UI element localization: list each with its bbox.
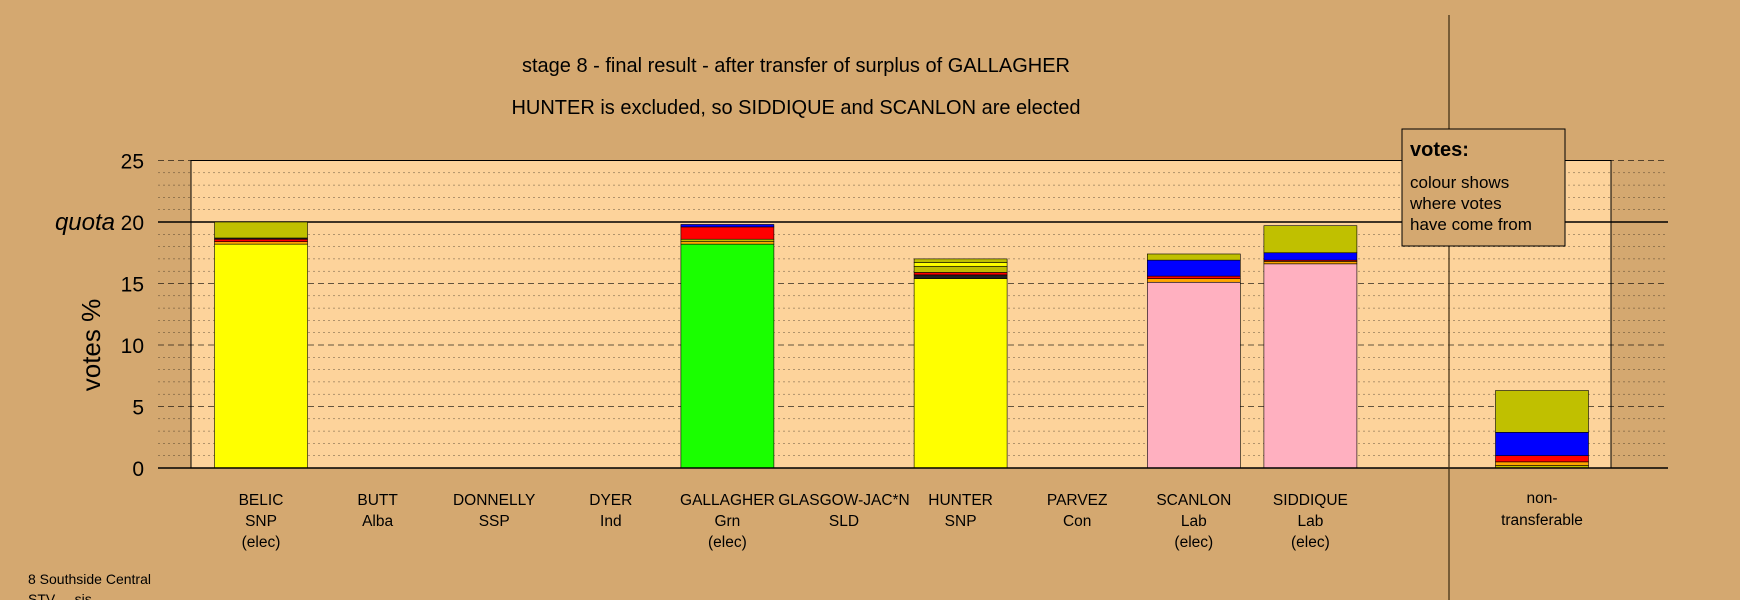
bar-segment [1147,259,1241,277]
candidate-name-label: HUNTER [928,492,993,509]
bar-segment [214,221,308,239]
candidate-name-label: GLASGOW-JAC*N [778,492,910,509]
legend-line-2: where votes [1409,194,1502,213]
legend-heading: votes: [1410,139,1469,161]
nontransferable-segment [1495,455,1589,463]
candidate-party-label: SNP [245,513,277,530]
nontransferable-label: transferable [1501,512,1583,529]
candidate-party-label: Ind [600,513,622,530]
bars-group [214,221,1589,469]
bar-segment [680,226,775,240]
legend-line-1: colour shows [1410,173,1509,192]
footer-line-2: STV ... sis [28,591,92,600]
quota-label: quota [55,209,115,236]
bar-segment [214,238,308,242]
candidate-name-label: GALLAGHER [680,492,775,509]
y-tick-label: 5 [132,397,144,420]
bar-segment [680,224,775,228]
y-tick-label: 20 [121,212,144,235]
candidate-name-label: BELIC [239,492,284,509]
bar-segment [214,241,308,245]
candidate-elected-label: (elec) [1174,534,1213,551]
legend-box: votes: colour shows where votes have com… [1401,128,1566,247]
bar-segment [913,265,1008,273]
bar-segment [1147,281,1241,469]
bar-segment [913,258,1008,263]
bar-segment [1147,278,1241,283]
bar-segment [680,238,775,242]
candidate-elected-label: (elec) [242,534,281,551]
chart-title: stage 8 - final result - after transfer … [522,55,1070,77]
bar-segment [1147,275,1241,279]
chart-subtitle: HUNTER is excluded, so SIDDIQUE and SCAN… [511,97,1080,119]
candidate-party-label: Lab [1181,513,1207,530]
bar-segment [913,278,1008,469]
nontransferable-segment [1495,461,1589,466]
category-labels: BELIC SNP (elec) BUTT Alba DONNELLY SSP DYER Ind… [239,490,1583,551]
y-tick-label: 10 [121,335,144,358]
plot-frame [190,160,1612,469]
y-tick-label: 15 [121,274,144,297]
bar-segment [680,241,775,245]
candidate-elected-label: (elec) [1291,534,1330,551]
candidate-elected-label: (elec) [708,534,747,551]
candidate-party-label: SSP [479,513,510,530]
y-tick-label: 25 [121,151,144,174]
bar-segment [913,274,1008,279]
bar-segment [913,262,1008,267]
candidate-party-label: Alba [362,513,393,530]
y-axis-label: votes % [76,299,106,392]
bar-segment [1147,253,1241,261]
axes-group: 0 5 10 15 20 25 [121,15,1668,600]
bar-segment [1263,263,1358,469]
bar-segment [913,272,1008,276]
footer-line-1: 8 Southside Central [28,571,151,587]
candidate-name-label: PARVEZ [1047,492,1108,509]
plot-area [190,160,1612,469]
candidate-party-label: Con [1063,513,1091,530]
bar-segment [680,243,775,469]
candidate-name-label: BUTT [357,492,398,509]
bar-segment [214,243,308,469]
bar-segment [1263,252,1358,261]
candidate-name-label: SIDDIQUE [1273,492,1348,509]
legend-line-3: have come from [1410,215,1532,234]
candidate-name-label: DONNELLY [453,492,535,509]
candidate-name-label: SCANLON [1156,492,1231,509]
bar-segment [1263,225,1358,254]
nontransferable-segment [1495,432,1589,456]
nontransferable-segment [1495,390,1589,433]
candidate-party-label: Lab [1297,513,1323,530]
candidate-party-label: SLD [829,513,859,530]
candidate-party-label: SNP [945,513,977,530]
y-tick-label: 0 [132,458,144,481]
candidate-party-label: Grn [714,513,740,530]
nontransferable-label: non- [1526,490,1557,507]
bar-segment [1263,261,1358,265]
candidate-name-label: DYER [589,492,632,509]
